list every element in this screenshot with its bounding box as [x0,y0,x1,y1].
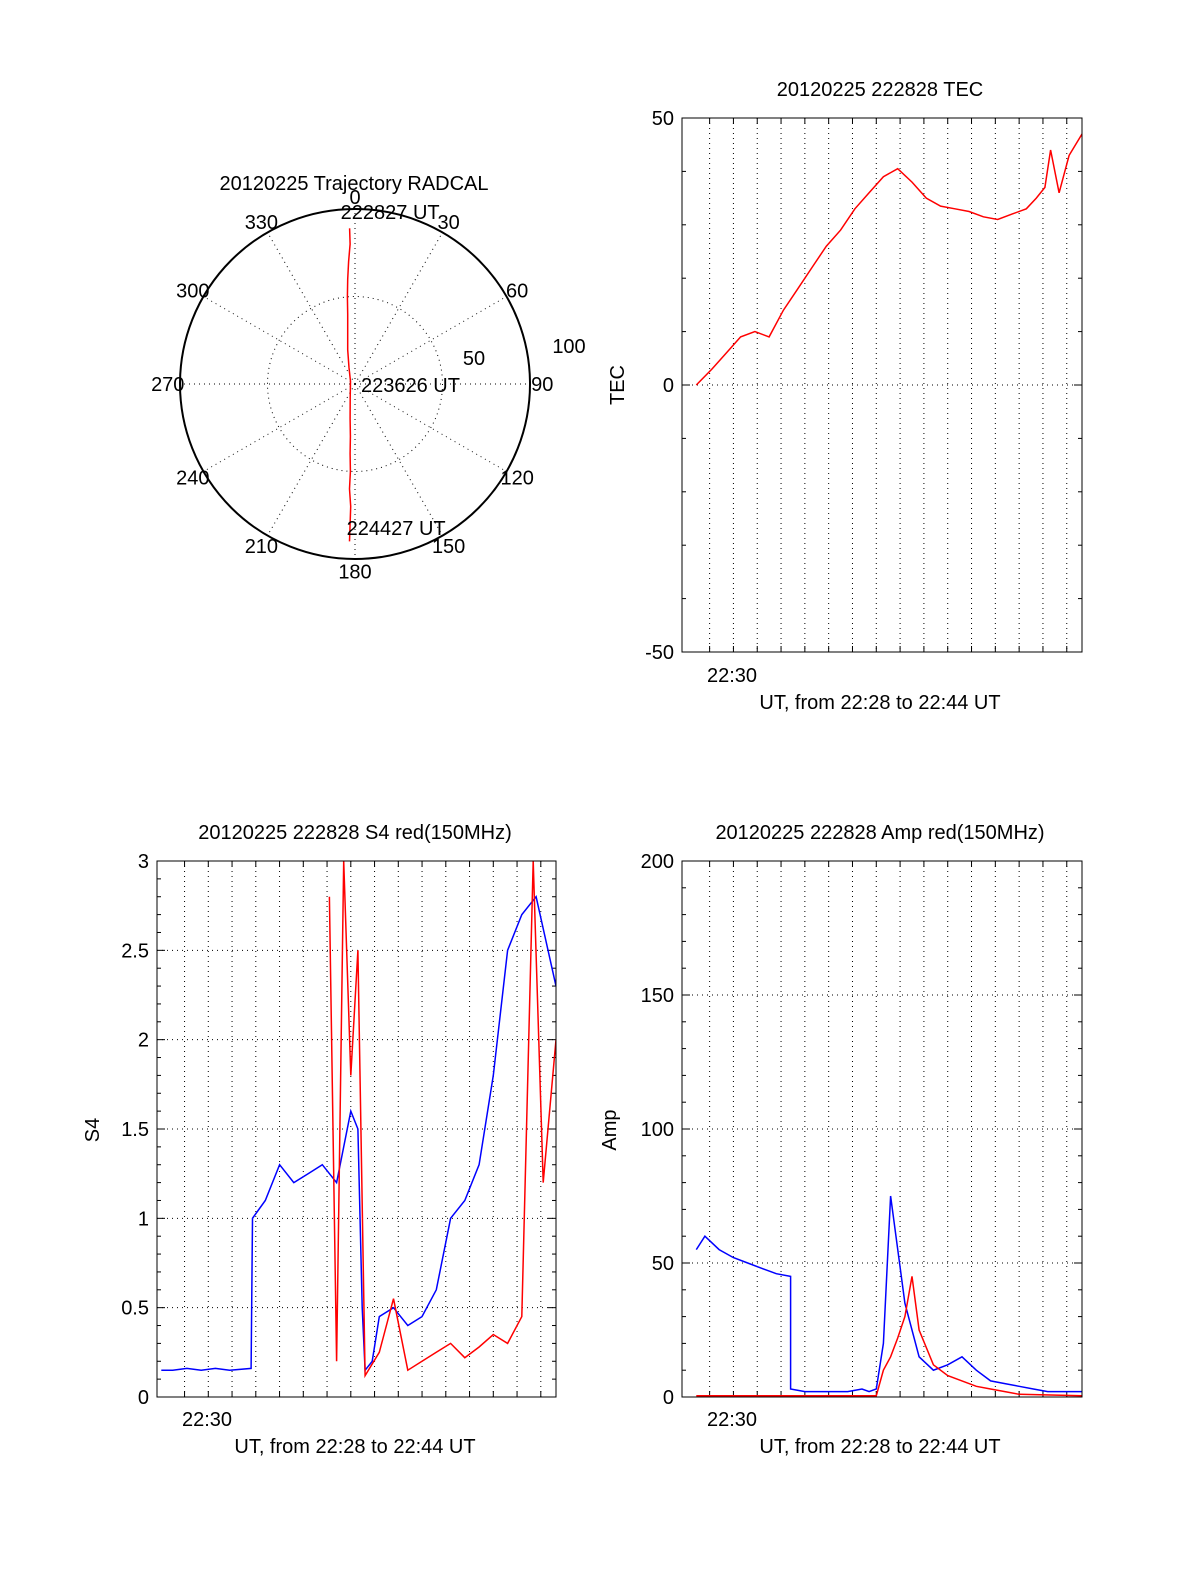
polar-grid-spoke [354,296,507,385]
s4-xlabel: UT, from 22:28 to 22:44 UT [234,1436,475,1458]
polar-angle-label: 180 [338,561,371,583]
amp-series-blue-line [695,1195,1082,1393]
polar-grid-spoke [354,383,443,536]
amp-x-tick-label: 22:30 [707,1409,757,1431]
amp-plot-frame [681,860,1083,1398]
trajectory-panel: 20120225 Trajectory RADCAL 0 30 60 90 120 150… [151,173,586,583]
s4-y-tick-label: 1.5 [121,1119,149,1141]
polar-radius-label: 50 [463,348,485,370]
trajectory-time-annotation: 224427 UT [347,518,446,540]
polar-grid-circle [267,296,443,472]
polar-angle-label: 0 [349,187,360,209]
s4-panel: 20120225 222828 S4 red(150MHz) UT, from … [82,822,557,1458]
s4-y-tick-label: 0.5 [121,1298,149,1320]
trajectory-track [346,228,352,542]
s4-y-tick-label: 0 [138,1387,149,1409]
amp-xlabel: UT, from 22:28 to 22:44 UT [759,1436,1000,1458]
tec-ylabel: TEC [607,365,629,405]
polar-grid-spoke [267,383,356,536]
s4-title: 20120225 222828 S4 red(150MHz) [198,822,512,844]
s4-series-blue-line [161,895,556,1373]
amp-y-tick-label: 200 [641,851,674,873]
polar-grid-spoke [203,296,356,385]
s4-plot-frame [156,860,557,1398]
tec-y-tick-label: 50 [652,108,674,130]
polar-angle-label: 90 [531,374,553,396]
polar-angle-label: 300 [176,280,209,302]
polar-grid-spoke [267,232,356,385]
amp-y-tick-label: 0 [663,1387,674,1409]
amp-y-tick-label: 150 [641,985,674,1007]
amp-ylabel: Amp [599,1109,621,1150]
amp-y-tick-label: 50 [652,1253,674,1275]
tec-xlabel: UT, from 22:28 to 22:44 UT [759,692,1000,714]
polar-angle-label: 150 [432,536,465,558]
tec-panel: 20120225 222828 TEC UT, from 22:28 to 22… [607,79,1083,714]
amp-panel: 20120225 222828 Amp red(150MHz) UT, from… [599,822,1083,1458]
tec-series-red-line [695,133,1082,386]
s4-series-red-line [328,861,556,1379]
s4-x-tick-label: 22:30 [182,1409,232,1431]
polar-grid-spoke [203,383,356,472]
amp-title: 20120225 222828 Amp red(150MHz) [715,822,1044,844]
tec-plot-frame [681,117,1083,653]
trajectory-time-annotation: 223626 UT [361,375,460,397]
tec-title: 20120225 222828 TEC [777,79,983,101]
trajectory-title: 20120225 Trajectory RADCAL [219,173,488,195]
tec-y-tick-label: 0 [663,375,674,397]
polar-angle-label: 330 [245,212,278,234]
polar-angle-label: 30 [438,212,460,234]
amp-series-red-line [696,1276,1082,1397]
s4-y-tick-label: 3 [138,851,149,873]
trajectory-time-annotation: 222827 UT [341,202,440,224]
s4-y-tick-label: 1 [138,1208,149,1230]
amp-y-tick-label: 100 [641,1119,674,1141]
polar-outer-circle [179,208,531,560]
polar-angle-label: 240 [176,468,209,490]
s4-y-tick-label: 2.5 [121,940,149,962]
polar-angle-label: 210 [245,536,278,558]
s4-ylabel: S4 [82,1118,104,1142]
s4-y-tick-label: 2 [138,1030,149,1052]
tec-x-tick-label: 22:30 [707,665,757,687]
polar-grid-spoke [354,232,443,385]
polar-angle-label: 120 [500,468,533,490]
tec-y-tick-label: -50 [645,642,674,664]
polar-angle-label: 60 [506,280,528,302]
polar-angle-label: 270 [151,374,184,396]
polar-grid-spoke [354,383,507,472]
polar-radius-label: 100 [552,336,585,358]
